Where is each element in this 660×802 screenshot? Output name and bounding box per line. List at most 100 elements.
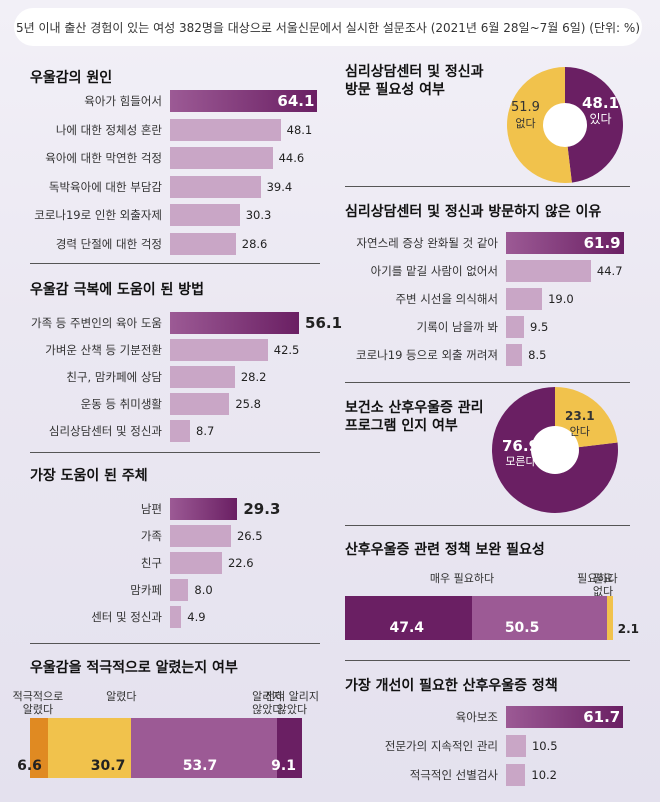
segment-value: 9.1 xyxy=(271,758,296,774)
bar xyxy=(170,579,189,601)
bar xyxy=(170,90,318,112)
bar-label: 코로나19로 인한 외출자제 xyxy=(34,208,162,222)
bar xyxy=(170,312,300,334)
bar xyxy=(170,175,261,198)
bar-label: 나에 대한 정체성 혼란 xyxy=(55,122,162,137)
bar-value: 10.5 xyxy=(531,739,558,753)
survey-header: 5년 이내 출산 경험이 있는 여성 382명을 대상으로 서울신문에서 실시한… xyxy=(14,8,642,46)
bar-label: 친구, 맘카페에 상담 xyxy=(66,370,162,384)
program-title-1: 보건소 산후우울증 관리 xyxy=(345,400,484,416)
divider xyxy=(345,525,630,526)
bar-label: 남편 xyxy=(140,502,162,516)
bar-value: 30.3 xyxy=(245,208,272,222)
unaware-value: 76.9 xyxy=(502,437,540,455)
bar-label: 가족 등 주변인의 육아 도움 xyxy=(30,316,162,330)
bar-label: 가족 xyxy=(140,529,162,543)
bar xyxy=(170,525,231,547)
segment-value: 53.7 xyxy=(182,758,218,774)
bar xyxy=(170,204,240,226)
bar-label: 코로나19 등으로 외출 꺼려져 xyxy=(356,348,498,362)
stacked-bar: 47.4 50.5 2.1 xyxy=(345,596,639,640)
causes-title: 우울감의 원인 xyxy=(30,70,113,86)
stacked-segment: 53.7 xyxy=(131,718,278,778)
stacked-segment: 6.6 xyxy=(17,718,48,778)
bar-value: 19.0 xyxy=(548,292,574,306)
bar xyxy=(506,764,526,786)
bar-label: 아기를 맡길 사람이 없어서 xyxy=(370,264,498,278)
helper-title: 가장 도움이 된 주체 xyxy=(30,468,148,484)
bar xyxy=(170,366,235,388)
segment-label: 알리지 않았다 xyxy=(252,690,283,716)
bar xyxy=(170,118,281,141)
bar xyxy=(506,288,543,310)
stacked-segment: 50.5 xyxy=(472,596,608,640)
stacked-segment: 30.7 xyxy=(47,718,132,778)
segment-label: 필요하다 xyxy=(577,572,618,585)
segment-label: 필요 없다 xyxy=(592,572,614,598)
segment-label: 알렸다 xyxy=(106,690,137,703)
bar-value: 44.6 xyxy=(278,151,305,165)
bar-value: 61.7 xyxy=(583,708,621,726)
bar-label: 육아가 힘들어서 xyxy=(84,94,162,108)
bar-value: 61.9 xyxy=(583,234,621,252)
segment-value: 30.7 xyxy=(90,758,126,774)
donut-slice-no xyxy=(506,67,572,183)
bar xyxy=(170,339,268,361)
bar-label: 전문가의 지속적인 관리 xyxy=(384,739,498,753)
donut-hole xyxy=(531,426,579,474)
segment-value: 6.6 xyxy=(17,758,42,774)
bar-label: 심리상담센터 및 정신과 xyxy=(48,424,162,438)
bar-value: 25.8 xyxy=(235,397,261,411)
donut-slice-yes xyxy=(565,67,623,183)
bar-label: 육아에 대한 막연한 걱정 xyxy=(45,151,162,165)
bar-value: 8.7 xyxy=(196,424,215,438)
divider xyxy=(345,660,630,661)
bar xyxy=(170,498,238,520)
bar xyxy=(506,735,526,757)
bar-value: 9.5 xyxy=(530,320,549,334)
no-value: 51.9 xyxy=(511,100,540,115)
bar-label: 경력 단절에 대한 걱정 xyxy=(55,236,162,251)
stacked-segment: 2.1 xyxy=(607,596,639,640)
bar-value: 10.2 xyxy=(531,768,557,782)
bar xyxy=(506,706,624,728)
bar-value: 29.3 xyxy=(243,500,281,518)
bar-value: 42.5 xyxy=(273,343,300,357)
bar-label: 기록이 남을까 봐 xyxy=(416,320,498,334)
segment-value: 50.5 xyxy=(504,620,540,636)
bar-value: 28.6 xyxy=(241,236,268,251)
bar xyxy=(170,420,190,442)
yes-label: 있다 xyxy=(589,112,612,126)
donut-label-unaware: 76.9 모른다 xyxy=(502,438,539,470)
program-donut xyxy=(492,387,618,513)
bar-value: 8.0 xyxy=(194,583,213,597)
bar xyxy=(170,147,273,169)
aware-value: 23.1 xyxy=(565,409,595,423)
bar-value: 8.5 xyxy=(528,348,547,362)
visit-need-title-2: 방문 필요성 여부 xyxy=(345,82,445,98)
bar-value: 48.1 xyxy=(286,122,313,137)
bar xyxy=(506,344,523,366)
stacked-bar: 6.6 30.7 53.7 9.1 xyxy=(17,718,302,778)
stacked-segment: 47.4 xyxy=(345,596,473,640)
divider xyxy=(30,263,320,264)
divider xyxy=(345,186,630,187)
segment-label: 매우 필요하다 xyxy=(429,572,495,585)
bar xyxy=(170,232,236,255)
bar-label: 주변 시선을 의식해서 xyxy=(395,292,498,306)
visit-need-donut xyxy=(506,67,623,183)
bar-value: 64.1 xyxy=(277,92,315,110)
not-visit-title: 심리상담센터 및 정신과 방문하지 않은 이유 xyxy=(345,204,602,220)
segment-label: 전혀 알리지 않았다 xyxy=(264,690,320,716)
inform-title: 우울감을 적극적으로 알렸는지 여부 xyxy=(30,660,238,676)
donut-label-yes: 48.1 있다 xyxy=(582,95,619,127)
bar-label: 적극적인 선별검사 xyxy=(409,768,498,782)
divider xyxy=(30,452,320,453)
bar-value: 44.7 xyxy=(596,264,623,278)
bar-value: 28.2 xyxy=(240,370,267,384)
overcome-title: 우울감 극복에 도움이 된 방법 xyxy=(30,282,205,298)
bar-value: 22.6 xyxy=(227,556,254,570)
bar-value: 4.9 xyxy=(187,610,206,624)
no-label: 없다 xyxy=(515,117,536,130)
divider xyxy=(30,643,320,644)
